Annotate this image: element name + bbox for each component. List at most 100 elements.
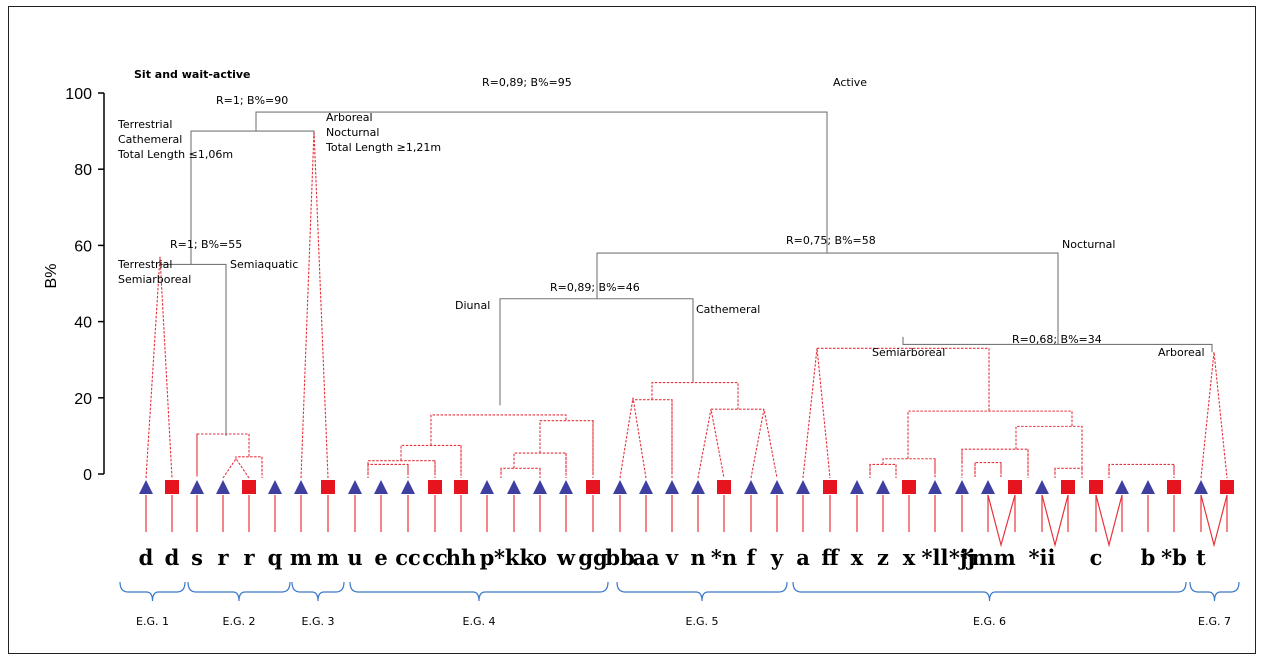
group-labels: E.G. 1 E.G. 2 E.G. 3 E.G. 4 E.G. 5 E.G. 6 E.G.…: [136, 615, 1231, 628]
group-label: E.G. 7: [1198, 615, 1231, 628]
triangle-marker: [559, 480, 573, 494]
cluster-link: [255, 111, 828, 254]
square-marker: [242, 480, 256, 494]
triangle-marker: [507, 480, 521, 494]
subtree-link: [817, 347, 990, 412]
subtree-link: [869, 463, 897, 474]
node-label: R=1; B%=55: [170, 238, 242, 251]
leaf-label: w: [556, 545, 576, 570]
subtree-link: [367, 463, 409, 474]
cluster-link: [499, 298, 694, 406]
group-label: E.G. 2: [223, 615, 256, 628]
y-axis-label: B%: [43, 264, 60, 289]
leaf-label: x: [851, 545, 864, 570]
leaf-label: e: [374, 545, 387, 570]
leaf-label: r: [243, 545, 255, 570]
leaf-label: z: [877, 545, 889, 570]
subtree-link: [619, 397, 647, 479]
leaf-label: u: [347, 545, 362, 570]
leaf-label: x: [903, 545, 916, 570]
triangle-marker: [139, 480, 153, 494]
annotation-semiarboreal-1: Semiarboreal: [118, 273, 191, 286]
leaf-label: hh: [446, 545, 477, 570]
square-marker: [428, 480, 442, 494]
leaf-label: p: [480, 545, 495, 570]
y-tick-label: 100: [65, 86, 92, 103]
y-tick-label: 40: [74, 315, 92, 332]
leaf-label: m: [317, 545, 339, 570]
subtree-link: [400, 444, 462, 474]
subtree-link: [632, 397, 673, 474]
triangle-marker: [850, 480, 864, 494]
cluster-link: [902, 336, 1213, 353]
subtree-link: [1054, 467, 1083, 474]
annotation-arboreal-2: Arboreal: [1158, 346, 1205, 359]
square-marker: [586, 480, 600, 494]
subtree-link: [750, 409, 778, 479]
square-marker: [321, 480, 335, 494]
cluster-link: [596, 252, 1059, 345]
triangle-marker: [1035, 480, 1049, 494]
subtree-link: [1200, 352, 1228, 479]
triangle-marker: [981, 480, 995, 494]
leaf-label: y: [770, 545, 784, 570]
leaf-label: cc: [422, 545, 448, 570]
leaf-label: v: [665, 545, 679, 570]
subtree-link: [907, 410, 1073, 459]
annotation-terrestrial: Terrestrial: [117, 118, 172, 131]
merged-stem: [987, 494, 1016, 548]
leaf-label: bb: [605, 545, 634, 570]
leaf-label: c: [1090, 545, 1103, 570]
leaf-label: o: [533, 545, 547, 570]
node-label: R=1; B%=90: [216, 94, 288, 107]
group-brace: [1189, 581, 1240, 602]
leaf-label: cc: [395, 545, 421, 570]
y-tick-label: 0: [83, 467, 92, 484]
square-marker: [454, 480, 468, 494]
triangle-marker: [374, 480, 388, 494]
leaf-label: *ii: [1029, 545, 1056, 570]
annotation-total-length-short: Total Length ≤1,06m: [117, 148, 233, 161]
annotation-semiaquatic: Semiaquatic: [230, 258, 298, 271]
triangle-marker: [744, 480, 758, 494]
square-marker: [1061, 480, 1075, 494]
group-brace: [119, 581, 186, 602]
triangle-marker: [190, 480, 204, 494]
leaf-label: n: [690, 545, 705, 570]
subtree-link: [300, 131, 329, 479]
triangle-marker: [480, 480, 494, 494]
subtree-link: [1108, 463, 1175, 474]
triangle-marker: [691, 480, 705, 494]
triangle-marker: [533, 480, 547, 494]
subtree-link: [145, 256, 173, 479]
group-brace: [349, 581, 609, 602]
triangle-marker: [639, 480, 653, 494]
leaf-label: r: [217, 545, 229, 570]
node-labels: R=0,89; B%=95 R=1; B%=90 R=1; B%=55 R=0,75;…: [170, 76, 1102, 346]
annotation-arboreal-1: Arboreal: [326, 111, 373, 124]
group-brace: [187, 581, 291, 602]
subtree-link: [196, 433, 250, 474]
leaf-markers: [139, 480, 1234, 548]
cluster-link: [190, 130, 315, 265]
annotation-diunal: Diunal: [455, 299, 490, 312]
group-brace: [291, 581, 345, 602]
leaf-label: t: [1196, 545, 1206, 570]
annotations: Sit and wait-active Active Terrestrial C…: [117, 68, 1205, 359]
leaf-label: b: [1141, 545, 1156, 570]
subtree-link: [367, 460, 436, 474]
merged-stem: [1041, 494, 1069, 548]
annotation-terrestrial-2: Terrestrial: [117, 258, 172, 271]
square-marker: [717, 480, 731, 494]
triangle-marker: [348, 480, 362, 494]
leaf-label: *n: [711, 545, 737, 570]
triangle-marker: [770, 480, 784, 494]
subtree-link: [974, 462, 1002, 474]
figure-frame: [8, 6, 1256, 654]
annotation-cathemeral-2: Cathemeral: [696, 303, 760, 316]
leaf-label: d: [165, 545, 180, 570]
subtree-link: [539, 420, 594, 474]
subtree-link: [882, 458, 936, 474]
